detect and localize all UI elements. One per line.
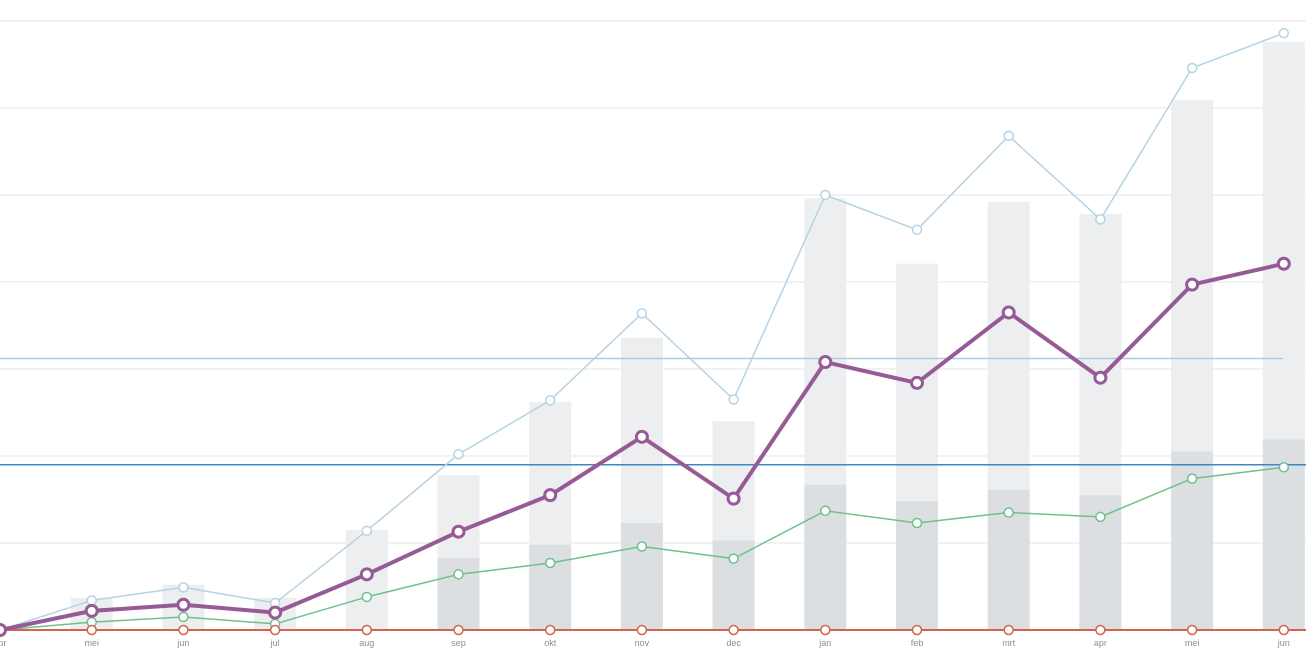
- series-0-point-7: [636, 308, 648, 319]
- x-tick-label: jul: [270, 638, 280, 648]
- x-tick-label: jan: [818, 638, 831, 648]
- x-tick-label: jun: [176, 638, 189, 648]
- bar-base-5: [437, 557, 480, 630]
- series-2-point-7: [636, 541, 648, 552]
- series-2-point-11: [1003, 507, 1014, 518]
- series-2-point-13: [1186, 473, 1198, 484]
- series-3-point-1: [86, 624, 97, 636]
- series-0-point-2: [178, 582, 189, 593]
- x-tick-label: nov: [635, 638, 650, 648]
- series-0-point-10: [911, 224, 923, 236]
- x-tick-label: apr: [1094, 638, 1107, 648]
- series-3-point-7: [636, 624, 648, 636]
- series-1-point-9: [818, 355, 833, 370]
- series-3-point-9: [820, 624, 831, 636]
- series-0-point-12: [1095, 214, 1106, 225]
- series-3-point-12: [1095, 624, 1106, 636]
- bar-base-7: [620, 522, 663, 630]
- series-3-point-10: [911, 624, 923, 636]
- x-tick-label: mrt: [1002, 638, 1015, 648]
- x-tick-label: apr: [0, 638, 7, 648]
- series-0-point-9: [820, 189, 831, 201]
- series-2-point-2: [178, 611, 189, 623]
- series-2-point-4: [361, 591, 373, 603]
- series-1-point-4: [359, 567, 374, 582]
- series-3-point-13: [1186, 624, 1198, 636]
- series-1-point-8: [726, 491, 741, 506]
- series-2-point-10: [911, 517, 923, 529]
- series-3-point-3: [269, 624, 281, 636]
- series-0-point-13: [1186, 62, 1198, 74]
- series-0-point-14: [1278, 27, 1290, 39]
- series-2-point-14: [1278, 462, 1290, 473]
- series-1-point-12: [1093, 370, 1108, 385]
- series-0-point-4: [361, 525, 373, 537]
- x-axis-labels: apr mei jun jul aug sep okt nov dec jan feb mrt apr m…: [0, 638, 1290, 648]
- series-3-point-14: [1278, 624, 1290, 636]
- series-3-point-11: [1003, 624, 1014, 636]
- x-tick-label: mei: [84, 638, 99, 648]
- series-1-point-6: [543, 488, 558, 503]
- series-2-point-6: [544, 557, 556, 569]
- x-tick-label: jun: [1277, 638, 1290, 648]
- series-0-point-1: [86, 595, 97, 606]
- series-1-point-5: [451, 524, 466, 539]
- series-2-point-5: [453, 569, 464, 580]
- series-3-point-2: [178, 624, 189, 636]
- series-3-point-4: [361, 624, 373, 636]
- series-3-point-6: [544, 624, 556, 636]
- series-1-point-13: [1185, 277, 1200, 292]
- series-0-point-11: [1003, 130, 1014, 142]
- series-1-point-3: [268, 605, 283, 620]
- series-1-point-1: [84, 603, 99, 618]
- x-tick-label: okt: [544, 638, 557, 648]
- series-0-point-6: [544, 395, 556, 406]
- series-2-point-12: [1095, 511, 1106, 523]
- series-1-point-7: [634, 429, 649, 444]
- series-1-point-0: [0, 623, 7, 637]
- x-tick-label: aug: [359, 638, 374, 648]
- x-tick-label: dec: [726, 638, 741, 648]
- x-tick-label: sep: [451, 638, 466, 648]
- series-1-point-10: [910, 375, 924, 390]
- series-3-point-8: [728, 624, 739, 636]
- series-3-point-5: [453, 624, 464, 636]
- x-tick-label: feb: [911, 638, 924, 648]
- series-2-point-8: [728, 553, 739, 564]
- series-1-point-11: [1001, 305, 1016, 320]
- bars: [70, 41, 1305, 631]
- series-0-point-8: [728, 394, 739, 405]
- series-1-point-14: [1276, 256, 1291, 271]
- series-2-point-9: [820, 505, 831, 517]
- series-points: [0, 27, 1291, 637]
- series-0-point-5: [453, 449, 464, 460]
- x-tick-label: mei: [1185, 638, 1200, 648]
- series-1-point-2: [176, 597, 191, 612]
- bar-base-6: [529, 544, 572, 630]
